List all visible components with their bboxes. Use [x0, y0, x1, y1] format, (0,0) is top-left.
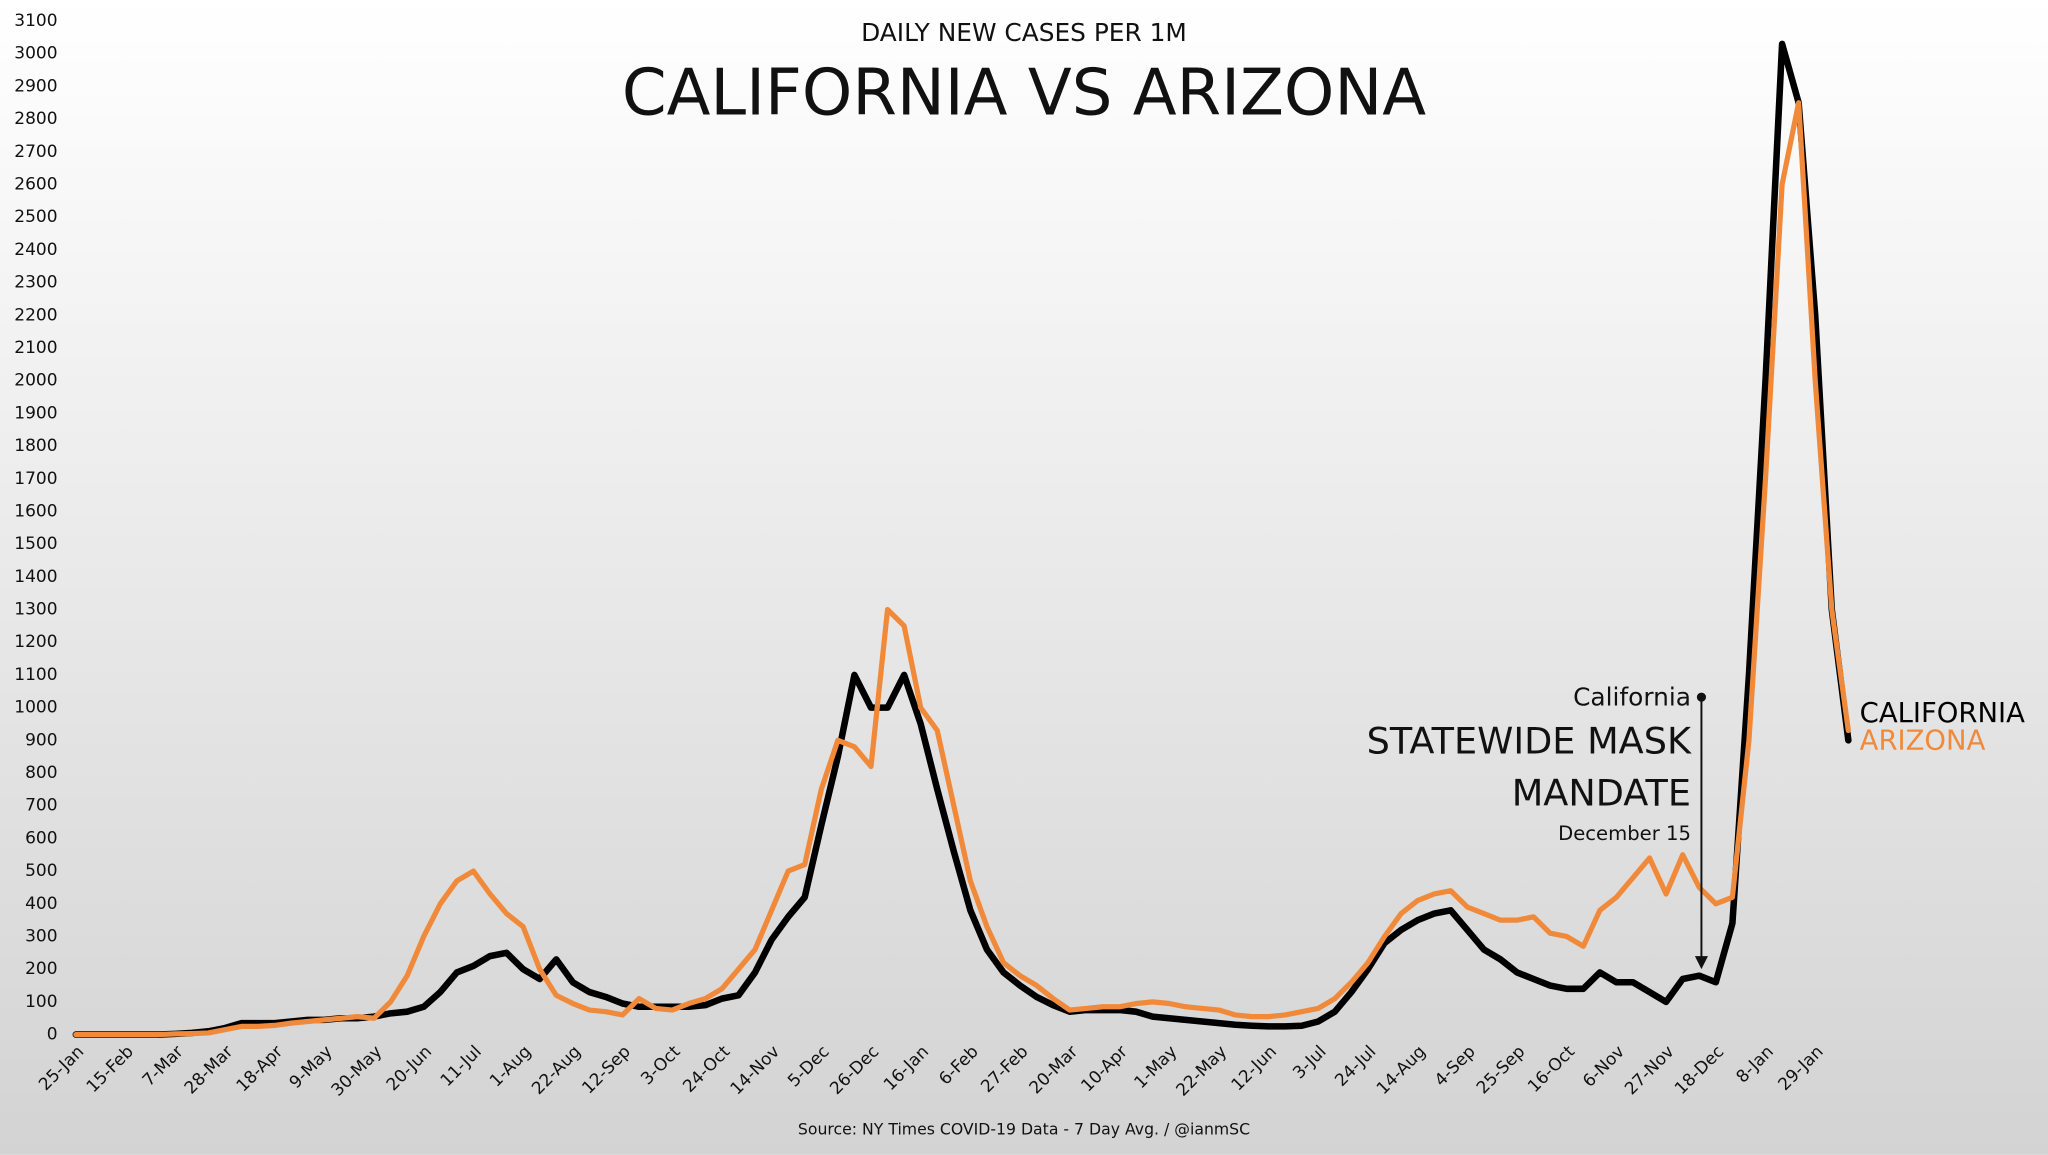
- y-tick-label: 800: [25, 763, 57, 783]
- y-tick-label: 2600: [14, 175, 57, 195]
- chart-subtitle: DAILY NEW CASES PER 1M: [861, 18, 1187, 47]
- y-tick-label: 3100: [14, 11, 57, 31]
- y-tick-label: 200: [25, 959, 57, 979]
- y-tick-label: 1200: [14, 632, 57, 652]
- y-tick-label: 1700: [14, 469, 57, 489]
- annotation: California: [1573, 682, 1691, 711]
- annotation-group: California STATEWIDE MASK MANDATE Decemb…: [1367, 682, 1708, 970]
- y-tick-label: 2500: [14, 207, 57, 227]
- y-tick-label: 1000: [14, 698, 57, 718]
- y-tick-label: 1100: [14, 665, 57, 685]
- y-tick-label: 2800: [14, 109, 57, 129]
- legend-label: ARIZONA: [1860, 726, 1986, 757]
- y-tick-label: 2200: [14, 305, 57, 325]
- annotation-arrowhead: [1694, 956, 1708, 970]
- y-tick-label: 1800: [14, 436, 57, 456]
- annotation: December 15: [1558, 822, 1691, 845]
- annotation: STATEWIDE MASK: [1367, 719, 1692, 762]
- legend-label: CALIFORNIA: [1860, 698, 2025, 729]
- chart-title: CALIFORNIA VS ARIZONA: [622, 56, 1426, 130]
- y-tick-label: 300: [25, 926, 57, 946]
- y-tick-label: 2400: [14, 240, 57, 260]
- y-tick-label: 2700: [14, 142, 57, 162]
- y-tick-label: 2300: [14, 273, 57, 293]
- y-tick-label: 1300: [14, 600, 57, 620]
- series-line: [73, 100, 1851, 1038]
- annotation: MANDATE: [1512, 772, 1691, 815]
- y-tick-label: 1500: [14, 534, 57, 554]
- source-note: Source: NY Times COVID-19 Data - 7 Day A…: [798, 1120, 1250, 1139]
- y-tick-label: 600: [25, 828, 57, 848]
- y-tick-label: 900: [25, 730, 57, 750]
- y-tick-label: 1900: [14, 403, 57, 423]
- y-tick-label: 700: [25, 796, 57, 816]
- y-tick-label: 2900: [14, 76, 57, 96]
- y-tick-label: 2000: [14, 371, 57, 391]
- y-tick-label: 100: [25, 992, 57, 1012]
- y-tick-label: 1600: [14, 501, 57, 521]
- y-tick-label: 3000: [14, 44, 57, 64]
- y-tick-label: 0: [47, 1025, 58, 1045]
- y-tick-label: 1400: [14, 567, 57, 587]
- y-tick-label: 500: [25, 861, 57, 881]
- y-tick-label: 2100: [14, 338, 57, 358]
- y-tick-label: 400: [25, 894, 57, 914]
